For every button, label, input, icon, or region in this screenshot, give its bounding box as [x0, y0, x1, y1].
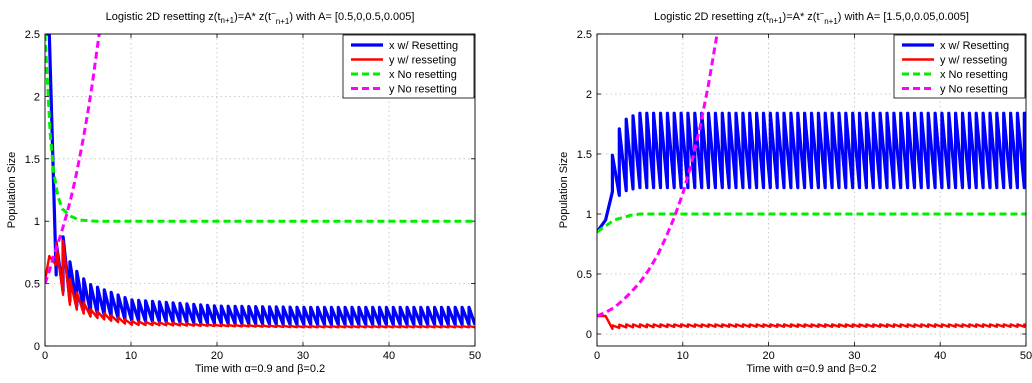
series-line-1: [597, 314, 1026, 330]
series-line-2: [597, 212, 1026, 234]
title-part: n+1: [221, 16, 235, 25]
x-tick-label: 50: [1020, 350, 1032, 362]
title-part: −: [820, 9, 825, 18]
y-tick-label: 1: [34, 216, 40, 228]
chart-right: 0 10 20 30 40 50 0 0.5 1 1.5 2 2.5 Logistic 2D reset…: [558, 9, 1032, 375]
legend-label-1: y w/ resseting: [389, 55, 456, 67]
legend-label-3: y No resetting: [940, 84, 1008, 96]
series-line-2: [45, 34, 475, 223]
chart-title: Logistic 2D resetting z(tn+1)=A* z(t−n+1…: [106, 9, 415, 26]
x-tick-label: 40: [383, 350, 395, 362]
title-part: )=A* z(t: [234, 11, 271, 23]
title-part: n+1: [276, 17, 290, 26]
legend-label-0: x w/ Resetting: [389, 40, 458, 52]
chart-left: 0 10 20 30 40 50 0 0.5 1 1.5 2 2.5 Logistic 2D reset…: [6, 9, 481, 375]
title-part: n+1: [769, 16, 783, 25]
y-tick-label: 2.5: [577, 29, 592, 41]
chart-title: Logistic 2D resetting z(tn+1)=A* z(t−n+1…: [654, 9, 969, 26]
x-tick-label: 30: [848, 350, 860, 362]
series-line-1: [45, 239, 475, 329]
title-part: ) with A= [0.5,0,0.5,0.005]: [289, 11, 414, 23]
title-part: ) with A= [1.5,0,0.05,0.005]: [838, 11, 969, 23]
y-tick-label: 0: [34, 341, 40, 353]
axes-box: [44, 33, 476, 347]
legend-label-2: x No resetting: [389, 69, 457, 81]
x-tick-label: 40: [934, 350, 946, 362]
x-tick-label: 20: [762, 350, 774, 362]
x-tick-label: 30: [297, 350, 309, 362]
series-line-0: [597, 111, 1026, 233]
y-tick-label: 1: [586, 209, 592, 221]
x-tick-label: 0: [594, 350, 600, 362]
axes-box: [596, 33, 1027, 347]
y-tick-label: 0.5: [25, 279, 40, 291]
x-axis-label: Time with α=0.9 and β=0.2: [195, 363, 325, 375]
y-axis-label: Population Size: [6, 152, 18, 228]
x-tick-label: 10: [677, 350, 689, 362]
legend-label-1: y w/ resseting: [940, 55, 1007, 67]
y-tick-label: 1.5: [25, 154, 40, 166]
legend-label-3: y No resetting: [389, 84, 457, 96]
legend: x w/ Resetting y w/ resseting x No resetti…: [342, 34, 475, 99]
legend: x w/ Resetting y w/ resseting x No resetti…: [893, 34, 1026, 99]
legend-label-2: x No resetting: [940, 69, 1008, 81]
x-tick-label: 10: [125, 350, 137, 362]
y-tick-label: 2: [586, 89, 592, 101]
series-line-3: [597, 34, 719, 318]
series-group: [597, 34, 1026, 330]
title-part: Logistic 2D resetting z(t: [106, 11, 221, 23]
series-line-3: [45, 34, 101, 285]
x-tick-label: 50: [469, 350, 481, 362]
title-part: −: [271, 9, 276, 18]
y-tick-label: 2: [34, 91, 40, 103]
y-tick-label: 0: [586, 329, 592, 341]
y-tick-label: 2.5: [25, 29, 40, 41]
x-tick-label: 20: [211, 350, 223, 362]
title-part: Logistic 2D resetting z(t: [654, 11, 769, 23]
x-tick-label: 0: [42, 350, 48, 362]
x-axis-label: Time with α=0.9 and β=0.2: [746, 363, 876, 375]
legend-label-0: x w/ Resetting: [940, 40, 1009, 52]
y-axis-label: Population Size: [558, 152, 570, 228]
y-tick-label: 1.5: [577, 149, 592, 161]
title-part: n+1: [824, 17, 838, 26]
series-group: [45, 34, 475, 329]
title-part: )=A* z(t: [783, 11, 820, 23]
y-tick-label: 0.5: [577, 269, 592, 281]
